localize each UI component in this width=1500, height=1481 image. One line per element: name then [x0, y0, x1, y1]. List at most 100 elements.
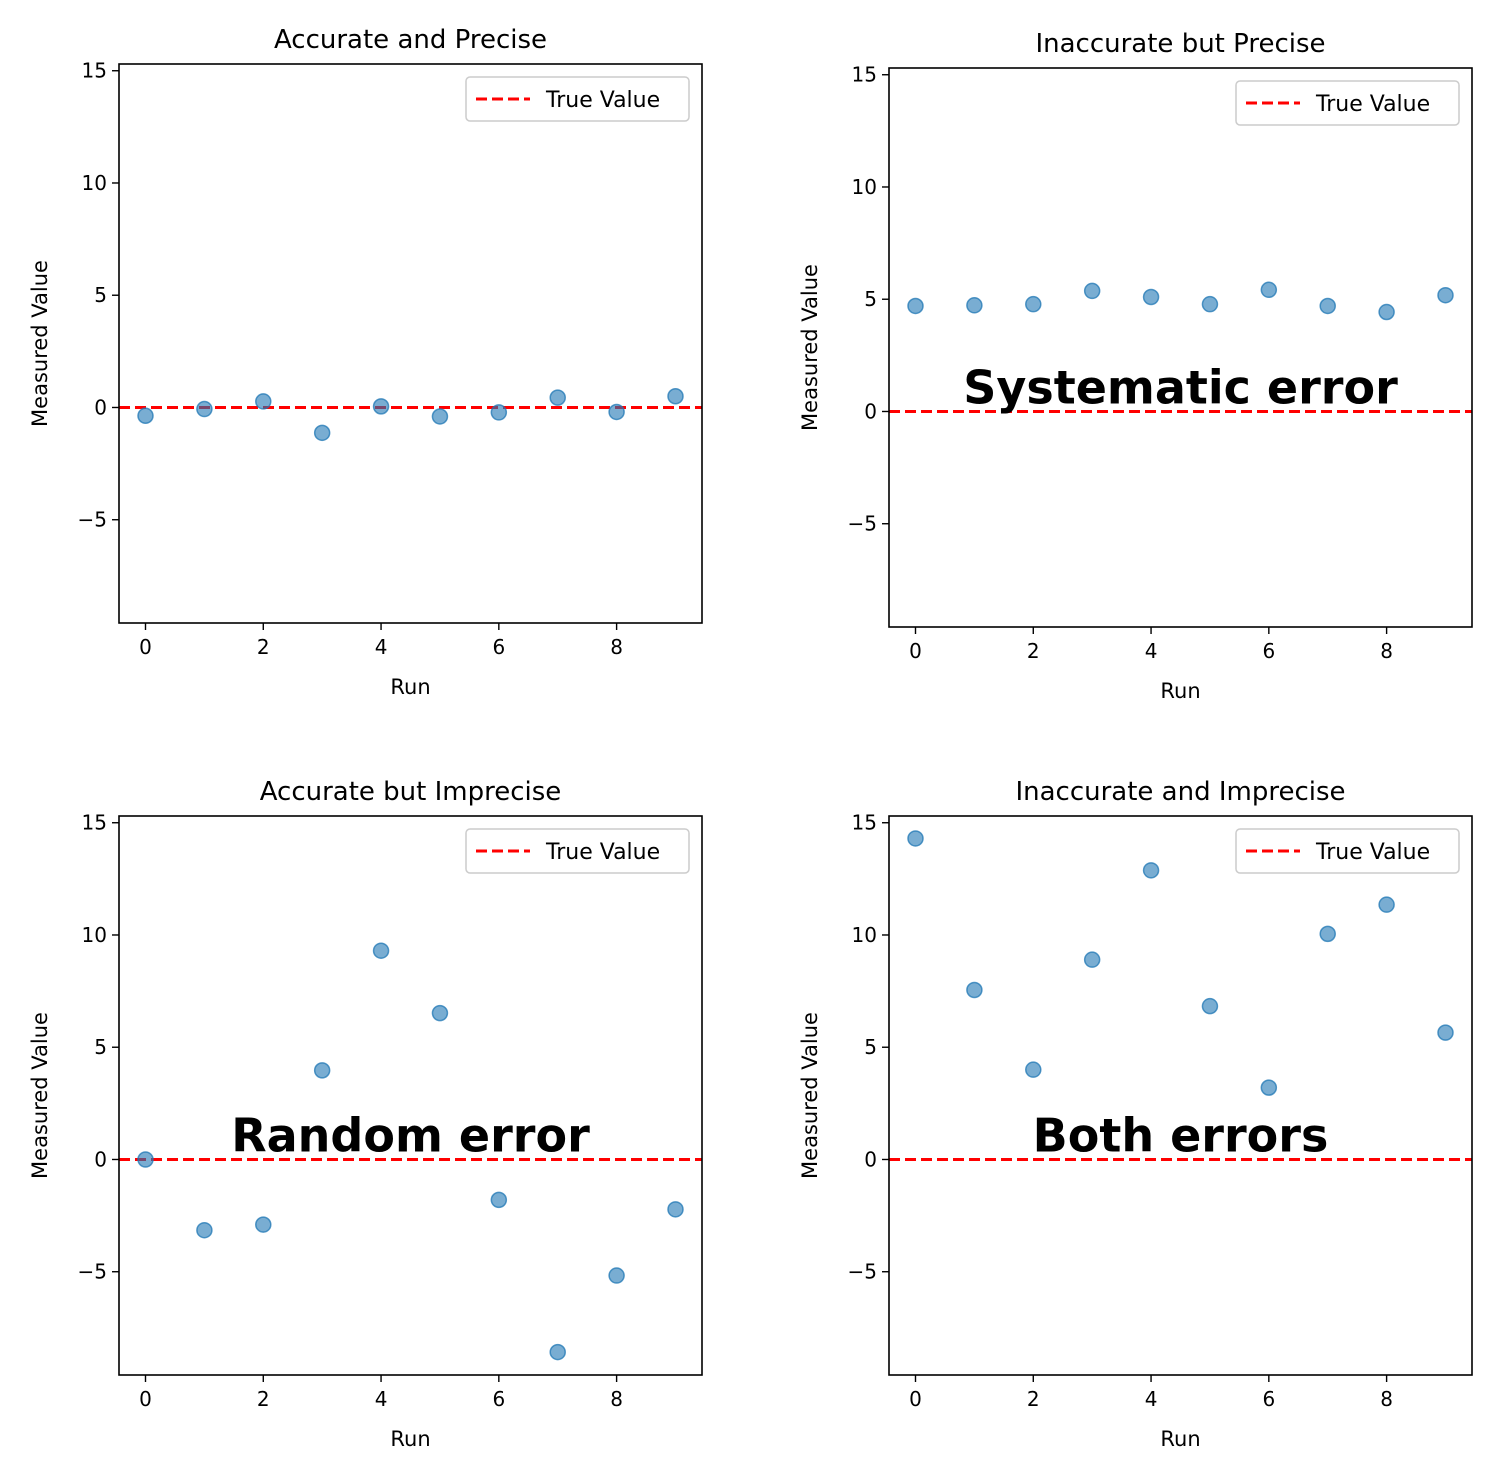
data-point: [196, 1221, 213, 1239]
x-tick-label: 8: [610, 1387, 623, 1411]
data-point: [1437, 286, 1454, 304]
data-point: [255, 1216, 272, 1233]
chart-title: Inaccurate but Precise: [1035, 29, 1325, 59]
data-point: [490, 404, 508, 421]
y-tick-label: 15: [852, 63, 877, 87]
chart-title: Inaccurate and Imprecise: [1015, 777, 1345, 807]
legend-box: [465, 828, 690, 874]
data-point: [966, 981, 983, 999]
y-tick-label: −5: [848, 1260, 877, 1284]
legend-label: True Value: [545, 840, 660, 865]
y-tick-label: 10: [852, 923, 877, 947]
data-point: [431, 408, 449, 425]
x-tick-label: 8: [610, 635, 623, 659]
data-point: [1319, 925, 1336, 943]
data-point: [137, 407, 154, 425]
x-tick-label: 4: [375, 635, 388, 659]
data-point: [1201, 997, 1219, 1015]
data-point: [1260, 281, 1278, 299]
data-point: [313, 424, 331, 442]
x-tick-label: 0: [909, 639, 922, 663]
x-tick-label: 0: [139, 1387, 152, 1411]
x-tick-label: 2: [1027, 639, 1040, 663]
y-tick-label: 10: [852, 175, 877, 199]
annotation-label: Both errors: [1033, 1108, 1329, 1162]
y-tick-label: 0: [94, 1147, 107, 1171]
x-tick-label: 4: [375, 1387, 388, 1411]
y-tick-label: 15: [82, 59, 107, 83]
subplot-2: Inaccurate but Precise Systematic error 0 2…: [798, 29, 1473, 703]
x-axis-label: Run: [1160, 1427, 1200, 1451]
data-point: [372, 398, 390, 415]
data-point: [549, 389, 566, 406]
chart-title: Accurate and Precise: [274, 25, 547, 55]
y-axis-label: Measured Value: [28, 260, 52, 427]
data-point: [1142, 862, 1160, 879]
y-tick-label: 15: [82, 811, 107, 835]
data-point: [490, 1191, 508, 1209]
y-tick-label: 5: [864, 1035, 877, 1059]
x-axis-label: Run: [390, 675, 430, 699]
data-point: [549, 1343, 566, 1361]
legend-box: [1235, 828, 1460, 874]
subplot-1: Accurate and Precise 0 2 4 6 8 −5 0 5 10 15 Run Meas…: [28, 25, 703, 699]
legend: True Value: [465, 828, 690, 874]
x-tick-label: 4: [1145, 1387, 1158, 1411]
legend-box: [1235, 80, 1460, 126]
plot-frame: [888, 815, 1473, 1376]
data-point: [608, 403, 625, 421]
y-tick-label: −5: [78, 508, 107, 532]
plot-frame: [118, 815, 703, 1376]
data-point: [1378, 303, 1395, 321]
y-tick-label: −5: [78, 1260, 107, 1284]
y-axis-label: Measured Value: [28, 1012, 52, 1179]
y-tick-label: 0: [864, 1147, 877, 1171]
data-point: [196, 400, 213, 418]
legend: True Value: [1235, 828, 1460, 874]
data-point: [1437, 1024, 1454, 1041]
data-point: [907, 830, 924, 847]
annotation-label: Systematic error: [963, 360, 1398, 414]
data-point: [1319, 297, 1336, 315]
y-tick-label: 5: [864, 287, 877, 311]
y-tick-label: 10: [82, 171, 107, 195]
x-tick-label: 2: [257, 635, 270, 659]
data-point: [1025, 1061, 1042, 1078]
x-tick-label: 6: [1262, 1387, 1275, 1411]
legend-box: [465, 76, 690, 122]
data-point: [372, 942, 390, 959]
plot-frame: [118, 63, 703, 624]
data-point: [1260, 1079, 1278, 1096]
data-point: [255, 393, 272, 410]
data-point: [1201, 295, 1219, 313]
x-tick-label: 4: [1145, 639, 1158, 663]
data-point: [1378, 896, 1395, 913]
data-point: [1025, 295, 1042, 313]
y-tick-label: 5: [94, 283, 107, 307]
x-tick-label: 6: [492, 1387, 505, 1411]
data-point: [667, 1201, 684, 1218]
x-tick-label: 8: [1380, 639, 1393, 663]
subplot-3: Accurate but Imprecise Random error 0 2 4 6 8 −…: [28, 777, 703, 1451]
y-tick-label: 10: [82, 923, 107, 947]
data-point: [431, 1004, 449, 1022]
x-tick-label: 8: [1380, 1387, 1393, 1411]
legend: True Value: [1235, 80, 1460, 126]
legend: True Value: [465, 76, 690, 122]
y-axis-label: Measured Value: [798, 264, 822, 431]
y-axis-label: Measured Value: [798, 1012, 822, 1179]
y-tick-label: 0: [94, 395, 107, 419]
plot-frame: [888, 67, 1473, 628]
data-point: [1083, 951, 1101, 968]
data-point: [137, 1151, 154, 1168]
annotation-label: Random error: [231, 1108, 590, 1162]
y-tick-label: −5: [848, 512, 877, 536]
x-tick-label: 2: [257, 1387, 270, 1411]
data-point: [966, 297, 983, 314]
data-point: [1142, 288, 1160, 306]
y-tick-label: 15: [852, 811, 877, 835]
legend-label: True Value: [1315, 840, 1430, 865]
data-point: [1083, 282, 1101, 300]
y-tick-label: 0: [864, 399, 877, 423]
